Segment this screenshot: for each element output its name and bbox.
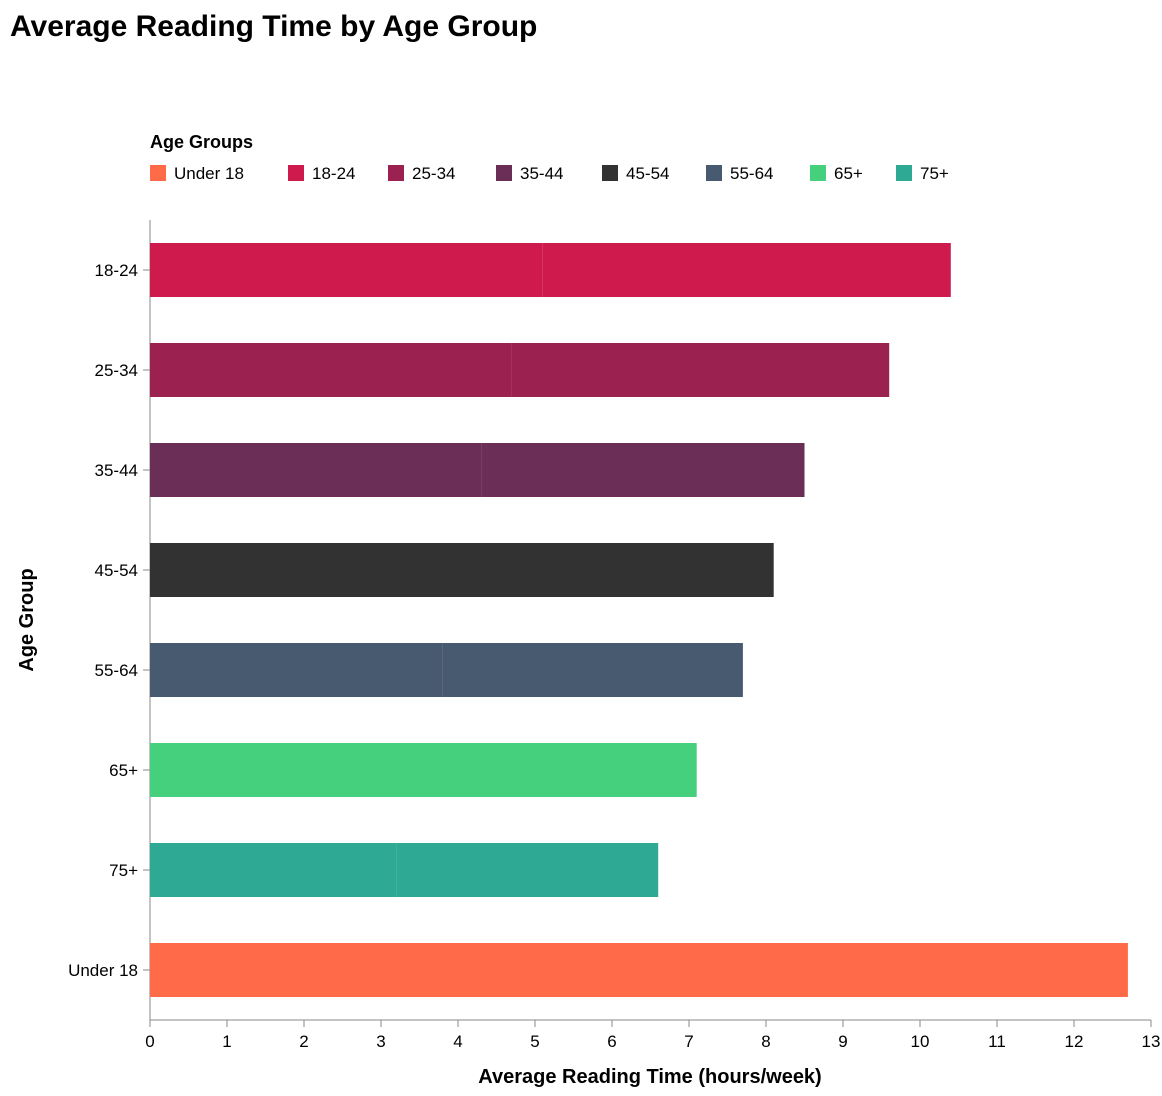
legend-label: Under 18 xyxy=(174,164,244,183)
chart-title: Average Reading Time by Age Group xyxy=(10,10,537,43)
legend-swatch xyxy=(810,165,826,181)
y-axis-title: Age Group xyxy=(16,568,38,671)
x-axis-title: Average Reading Time (hours/week) xyxy=(478,1066,821,1088)
bar-segment xyxy=(511,343,890,397)
legend-swatch xyxy=(288,165,304,181)
y-tick-label: 25-34 xyxy=(95,361,138,380)
x-tick-label: 2 xyxy=(299,1032,308,1051)
y-tick-label: 18-24 xyxy=(95,261,138,280)
x-tick-label: 5 xyxy=(530,1032,539,1051)
bar-segment xyxy=(150,443,482,497)
bar-segment xyxy=(396,843,659,897)
legend-swatch xyxy=(602,165,618,181)
x-tick-label: 9 xyxy=(838,1032,847,1051)
legend-label: 45-54 xyxy=(626,164,669,183)
legend-label: 55-64 xyxy=(730,164,773,183)
legend-label: 75+ xyxy=(920,164,949,183)
x-tick-label: 10 xyxy=(911,1032,930,1051)
y-tick-label: 75+ xyxy=(109,861,138,880)
bar-segment xyxy=(458,543,774,597)
bar-segment xyxy=(150,343,512,397)
bar-segment xyxy=(542,243,951,297)
y-tick-label: 45-54 xyxy=(95,561,138,580)
x-axis: 0 1 2 3 4 5 6 7 8 9 10 11 12 13 xyxy=(145,1019,1161,1051)
x-tick-label: 0 xyxy=(145,1032,154,1051)
x-tick-label: 8 xyxy=(761,1032,770,1051)
x-tick-label: 7 xyxy=(684,1032,693,1051)
legend: Age Groups Under 18 18-24 25-34 35-44 45-54 5… xyxy=(150,132,949,183)
y-tick-label: 55-64 xyxy=(95,661,138,680)
bar-segment xyxy=(150,643,443,697)
y-tick-label: 65+ xyxy=(109,761,138,780)
x-tick-label: 3 xyxy=(376,1032,385,1051)
legend-label: 18-24 xyxy=(312,164,355,183)
y-axis: 18-24 25-34 35-44 45-54 55-64 65+ 75+ Under 18 xyxy=(68,220,151,1020)
x-tick-label: 4 xyxy=(453,1032,462,1051)
bar-segment xyxy=(150,543,458,597)
bar-segment xyxy=(481,443,805,497)
bar-segment xyxy=(150,943,1128,997)
x-tick-label: 6 xyxy=(607,1032,616,1051)
legend-swatch xyxy=(150,165,166,181)
legend-label: 65+ xyxy=(834,164,863,183)
legend-swatch xyxy=(388,165,404,181)
y-tick-label: 35-44 xyxy=(95,461,138,480)
x-tick-label: 13 xyxy=(1142,1032,1161,1051)
legend-swatch xyxy=(496,165,512,181)
x-tick-label: 11 xyxy=(988,1032,1006,1051)
bars xyxy=(150,243,1128,997)
legend-swatch xyxy=(706,165,722,181)
bar-segment xyxy=(419,743,697,797)
bar-segment xyxy=(442,643,743,697)
legend-label: 35-44 xyxy=(520,164,563,183)
x-tick-label: 1 xyxy=(222,1032,231,1051)
legend-swatch xyxy=(896,165,912,181)
x-tick-label: 12 xyxy=(1065,1032,1084,1051)
legend-title: Age Groups xyxy=(150,132,253,152)
bar-segment xyxy=(150,843,397,897)
bar-segment xyxy=(150,243,543,297)
y-tick-label: Under 18 xyxy=(68,961,138,980)
bar-segment xyxy=(150,743,420,797)
legend-label: 25-34 xyxy=(412,164,455,183)
